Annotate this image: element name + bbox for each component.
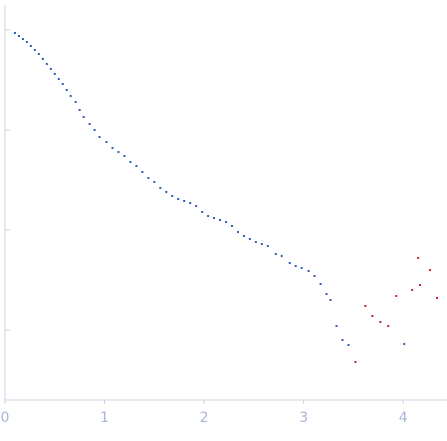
point (417, 257, 420, 259)
point (429, 269, 432, 271)
point (242, 235, 245, 237)
point (403, 343, 406, 345)
point (141, 171, 144, 173)
point (236, 231, 239, 233)
point (93, 129, 96, 131)
point (341, 339, 344, 341)
x-tick-label: 2 (200, 410, 209, 426)
point (135, 165, 138, 167)
point (329, 299, 332, 301)
point (129, 161, 132, 163)
point (13, 32, 16, 34)
point (280, 255, 283, 257)
point (225, 221, 227, 223)
point (53, 73, 56, 75)
point (219, 219, 222, 221)
point (78, 109, 81, 111)
point (165, 191, 168, 193)
point (266, 245, 269, 247)
point (17, 35, 20, 37)
x-tick-label: 1 (100, 410, 109, 426)
point (213, 217, 216, 219)
point (29, 45, 32, 47)
point (37, 53, 40, 55)
point (364, 305, 367, 307)
point (117, 151, 120, 153)
point (419, 284, 422, 286)
point (387, 325, 390, 327)
point (395, 295, 398, 297)
point (307, 270, 310, 272)
point (105, 141, 108, 143)
point (159, 187, 162, 189)
point (65, 89, 68, 91)
point (379, 321, 382, 323)
point (45, 63, 48, 65)
point (371, 315, 374, 317)
x-tick-label: 4 (399, 410, 408, 426)
point (347, 344, 350, 346)
point (33, 49, 36, 51)
point (21, 38, 24, 40)
point (411, 289, 414, 291)
point (300, 267, 303, 269)
x-tick-label: 0 (1, 410, 10, 426)
point (111, 147, 114, 149)
point (195, 205, 198, 207)
point (201, 211, 204, 213)
point (82, 116, 85, 118)
point (183, 200, 186, 202)
point (98, 136, 101, 138)
point (313, 275, 316, 277)
point (69, 95, 72, 97)
point (230, 225, 233, 227)
point (274, 253, 277, 255)
point (88, 123, 91, 125)
point (319, 283, 322, 285)
point (248, 238, 251, 240)
point (207, 215, 210, 217)
point (325, 293, 328, 295)
point (49, 68, 52, 70)
point (123, 155, 126, 157)
point (57, 78, 60, 80)
point (171, 195, 174, 197)
point (189, 202, 192, 204)
point (177, 198, 180, 200)
point (436, 297, 439, 299)
point (288, 262, 291, 264)
point (147, 177, 150, 179)
point (335, 325, 338, 327)
point (61, 83, 64, 85)
point (41, 58, 44, 60)
point (294, 265, 297, 267)
point (260, 243, 263, 245)
point (74, 101, 77, 103)
point (254, 241, 257, 243)
x-tick-label: 3 (299, 410, 308, 426)
point (153, 181, 156, 183)
point (25, 41, 28, 43)
point (354, 361, 357, 363)
